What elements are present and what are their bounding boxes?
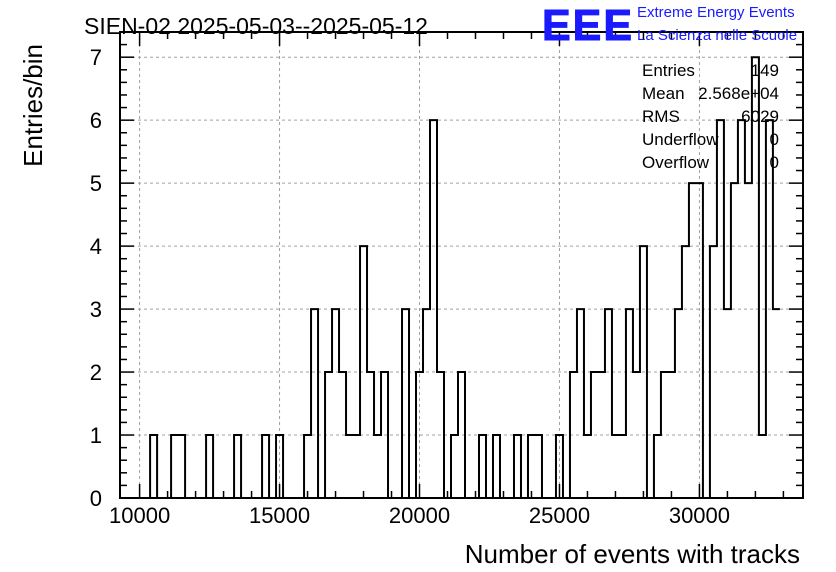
y-tick-label: 6 (90, 108, 102, 133)
y-tick-label: 5 (90, 171, 102, 196)
stat-label-overflow: Overflow (642, 153, 710, 172)
x-tick-label: 30000 (669, 503, 730, 528)
x-tick-label: 25000 (529, 503, 590, 528)
tick-labels: 10000 15000 20000 25000 30000 0 1 2 3 4 5 6 7 (90, 45, 730, 528)
x-tick-label: 15000 (249, 503, 310, 528)
y-tick-label: 2 (90, 360, 102, 385)
stat-label-entries: Entries (642, 61, 695, 80)
y-tick-label: 1 (90, 423, 102, 448)
stat-value-overflow: 0 (770, 153, 779, 172)
logo-line-1: Extreme Energy Events (637, 4, 795, 21)
histogram-outline (143, 56, 780, 499)
stat-value-rms: 6029 (741, 107, 779, 126)
x-tick-label: 10000 (109, 503, 170, 528)
stat-value-entries: 149 (751, 61, 779, 80)
stats-box: Entries 149 Mean 2.568e+04 RMS 6029 Unde… (642, 61, 779, 172)
y-tick-label: 7 (90, 45, 102, 70)
stat-label-mean: Mean (642, 84, 685, 103)
stat-value-mean: 2.568e+04 (698, 84, 779, 103)
logo-line-2: La Scienza nelle Scuole (637, 27, 797, 44)
eee-logo: EEE (542, 1, 634, 50)
chart-title: SIEN-02 2025-05-03--2025-05-12 (84, 13, 428, 39)
stat-label-rms: RMS (642, 107, 680, 126)
x-axis-label: Number of events with tracks (465, 539, 800, 569)
x-tick-label: 20000 (389, 503, 450, 528)
y-axis-label: Entries/bin (18, 44, 48, 167)
y-tick-label: 0 (90, 486, 102, 511)
y-tick-label: 4 (90, 234, 102, 259)
stat-value-underflow: 0 (770, 130, 779, 149)
stat-label-underflow: Underflow (642, 130, 719, 149)
axis-ticks (120, 31, 803, 499)
plot-frame (119, 31, 804, 499)
y-tick-label: 3 (90, 297, 102, 322)
